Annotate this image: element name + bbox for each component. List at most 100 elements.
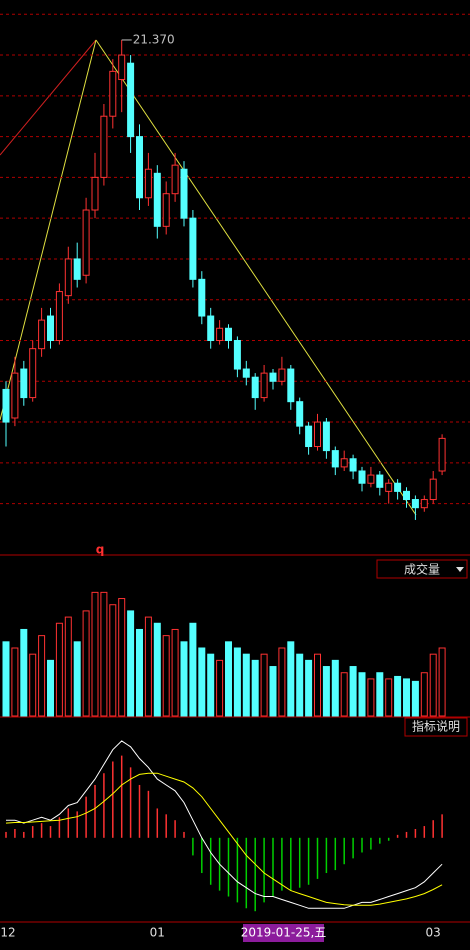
candle-body <box>216 327 224 342</box>
marker: q <box>96 543 105 557</box>
candle-body <box>403 490 410 501</box>
volume-bar <box>251 659 259 717</box>
volume-bar <box>216 659 224 717</box>
candle-body <box>367 474 375 484</box>
volume-bar <box>207 653 215 717</box>
volume-bar <box>136 628 143 717</box>
volume-bar <box>127 610 135 717</box>
candle-body <box>233 340 241 370</box>
volume-bar <box>385 678 393 717</box>
candle-body <box>278 368 286 382</box>
candle-body <box>305 425 313 448</box>
candle-body <box>38 319 46 350</box>
candle-body <box>29 348 37 399</box>
volume-bar <box>429 653 437 717</box>
volume-bar <box>242 653 250 717</box>
candle-body <box>314 421 321 448</box>
candle-body <box>100 115 108 178</box>
candle-body <box>331 450 339 468</box>
volume-bar <box>109 604 117 717</box>
trend-line <box>0 39 97 421</box>
candle-body <box>109 70 117 117</box>
candle-body <box>385 482 393 492</box>
candle-body <box>340 458 348 468</box>
volume-bar <box>394 675 402 717</box>
volume-bar <box>73 641 81 717</box>
candle-body <box>260 372 268 399</box>
candle-body <box>198 278 206 317</box>
candle-body <box>269 372 277 382</box>
candle-body <box>47 315 54 342</box>
candle-body <box>358 470 366 484</box>
macd-dea-line <box>5 772 443 906</box>
volume-bar <box>118 598 126 717</box>
volume-bar <box>420 672 428 717</box>
x-tick-label: 03 <box>426 926 441 940</box>
cursor-label: 2019-01-25,五 <box>241 926 327 940</box>
trend-line <box>0 39 97 156</box>
candle-body <box>82 209 90 276</box>
dropdown-icon[interactable] <box>456 567 464 572</box>
candle-body <box>153 172 161 227</box>
volume-bar <box>29 653 37 717</box>
candle-body <box>420 499 428 509</box>
volume-bar <box>189 622 197 717</box>
volume-bar <box>322 666 330 717</box>
volume-bar <box>314 653 321 717</box>
candle-body <box>91 176 99 211</box>
x-tick-label: 12 <box>0 926 15 940</box>
volume-bar <box>269 666 277 717</box>
volume-bar <box>278 647 286 717</box>
candle-body <box>162 193 170 227</box>
candle-body <box>11 372 19 419</box>
candle-body <box>411 499 419 509</box>
volume-bar <box>233 647 241 717</box>
candle-body <box>118 54 126 81</box>
volume-bar <box>411 680 419 717</box>
volume-bar <box>331 659 339 717</box>
volume-bar <box>2 641 10 717</box>
macd-title: 指标说明 <box>412 719 460 734</box>
volume-bar <box>349 666 357 717</box>
x-tick-label: 01 <box>150 926 165 940</box>
volume-bar <box>144 616 152 717</box>
volume-bar <box>171 628 179 717</box>
cursor-label-bg <box>243 924 324 942</box>
volume-bar <box>358 672 366 717</box>
high-label: 21.370 <box>133 32 175 46</box>
candle-body <box>394 482 402 492</box>
volume-bar <box>82 610 90 717</box>
volume-title: 成交量 <box>404 562 440 577</box>
volume-bar <box>162 635 170 717</box>
candle-body <box>376 474 384 488</box>
pane-title-box[interactable] <box>404 717 468 737</box>
candle-body <box>349 458 357 472</box>
volume-bar <box>153 622 161 717</box>
trend-line <box>95 39 417 516</box>
candle-body <box>171 164 179 195</box>
volume-bar <box>38 635 46 717</box>
candle-body <box>322 421 330 452</box>
candle-body <box>180 168 188 219</box>
volume-bar <box>47 659 54 717</box>
candle-body <box>296 401 304 427</box>
volume-bar <box>225 641 232 717</box>
volume-bar <box>340 672 348 717</box>
volume-bar <box>100 591 108 717</box>
volume-bar <box>198 647 206 717</box>
volume-bar <box>367 678 375 717</box>
pane-title-box[interactable] <box>376 559 468 579</box>
candle-body <box>189 217 197 280</box>
volume-bar <box>403 678 410 717</box>
candle-body <box>207 315 215 342</box>
candle-body <box>20 368 28 399</box>
candle-body <box>287 368 295 403</box>
volume-bar <box>438 647 446 717</box>
volume-bar <box>287 641 295 717</box>
candle-body <box>55 291 63 342</box>
candle-body <box>136 136 143 199</box>
candle-body <box>144 168 152 199</box>
volume-bar <box>180 641 188 717</box>
